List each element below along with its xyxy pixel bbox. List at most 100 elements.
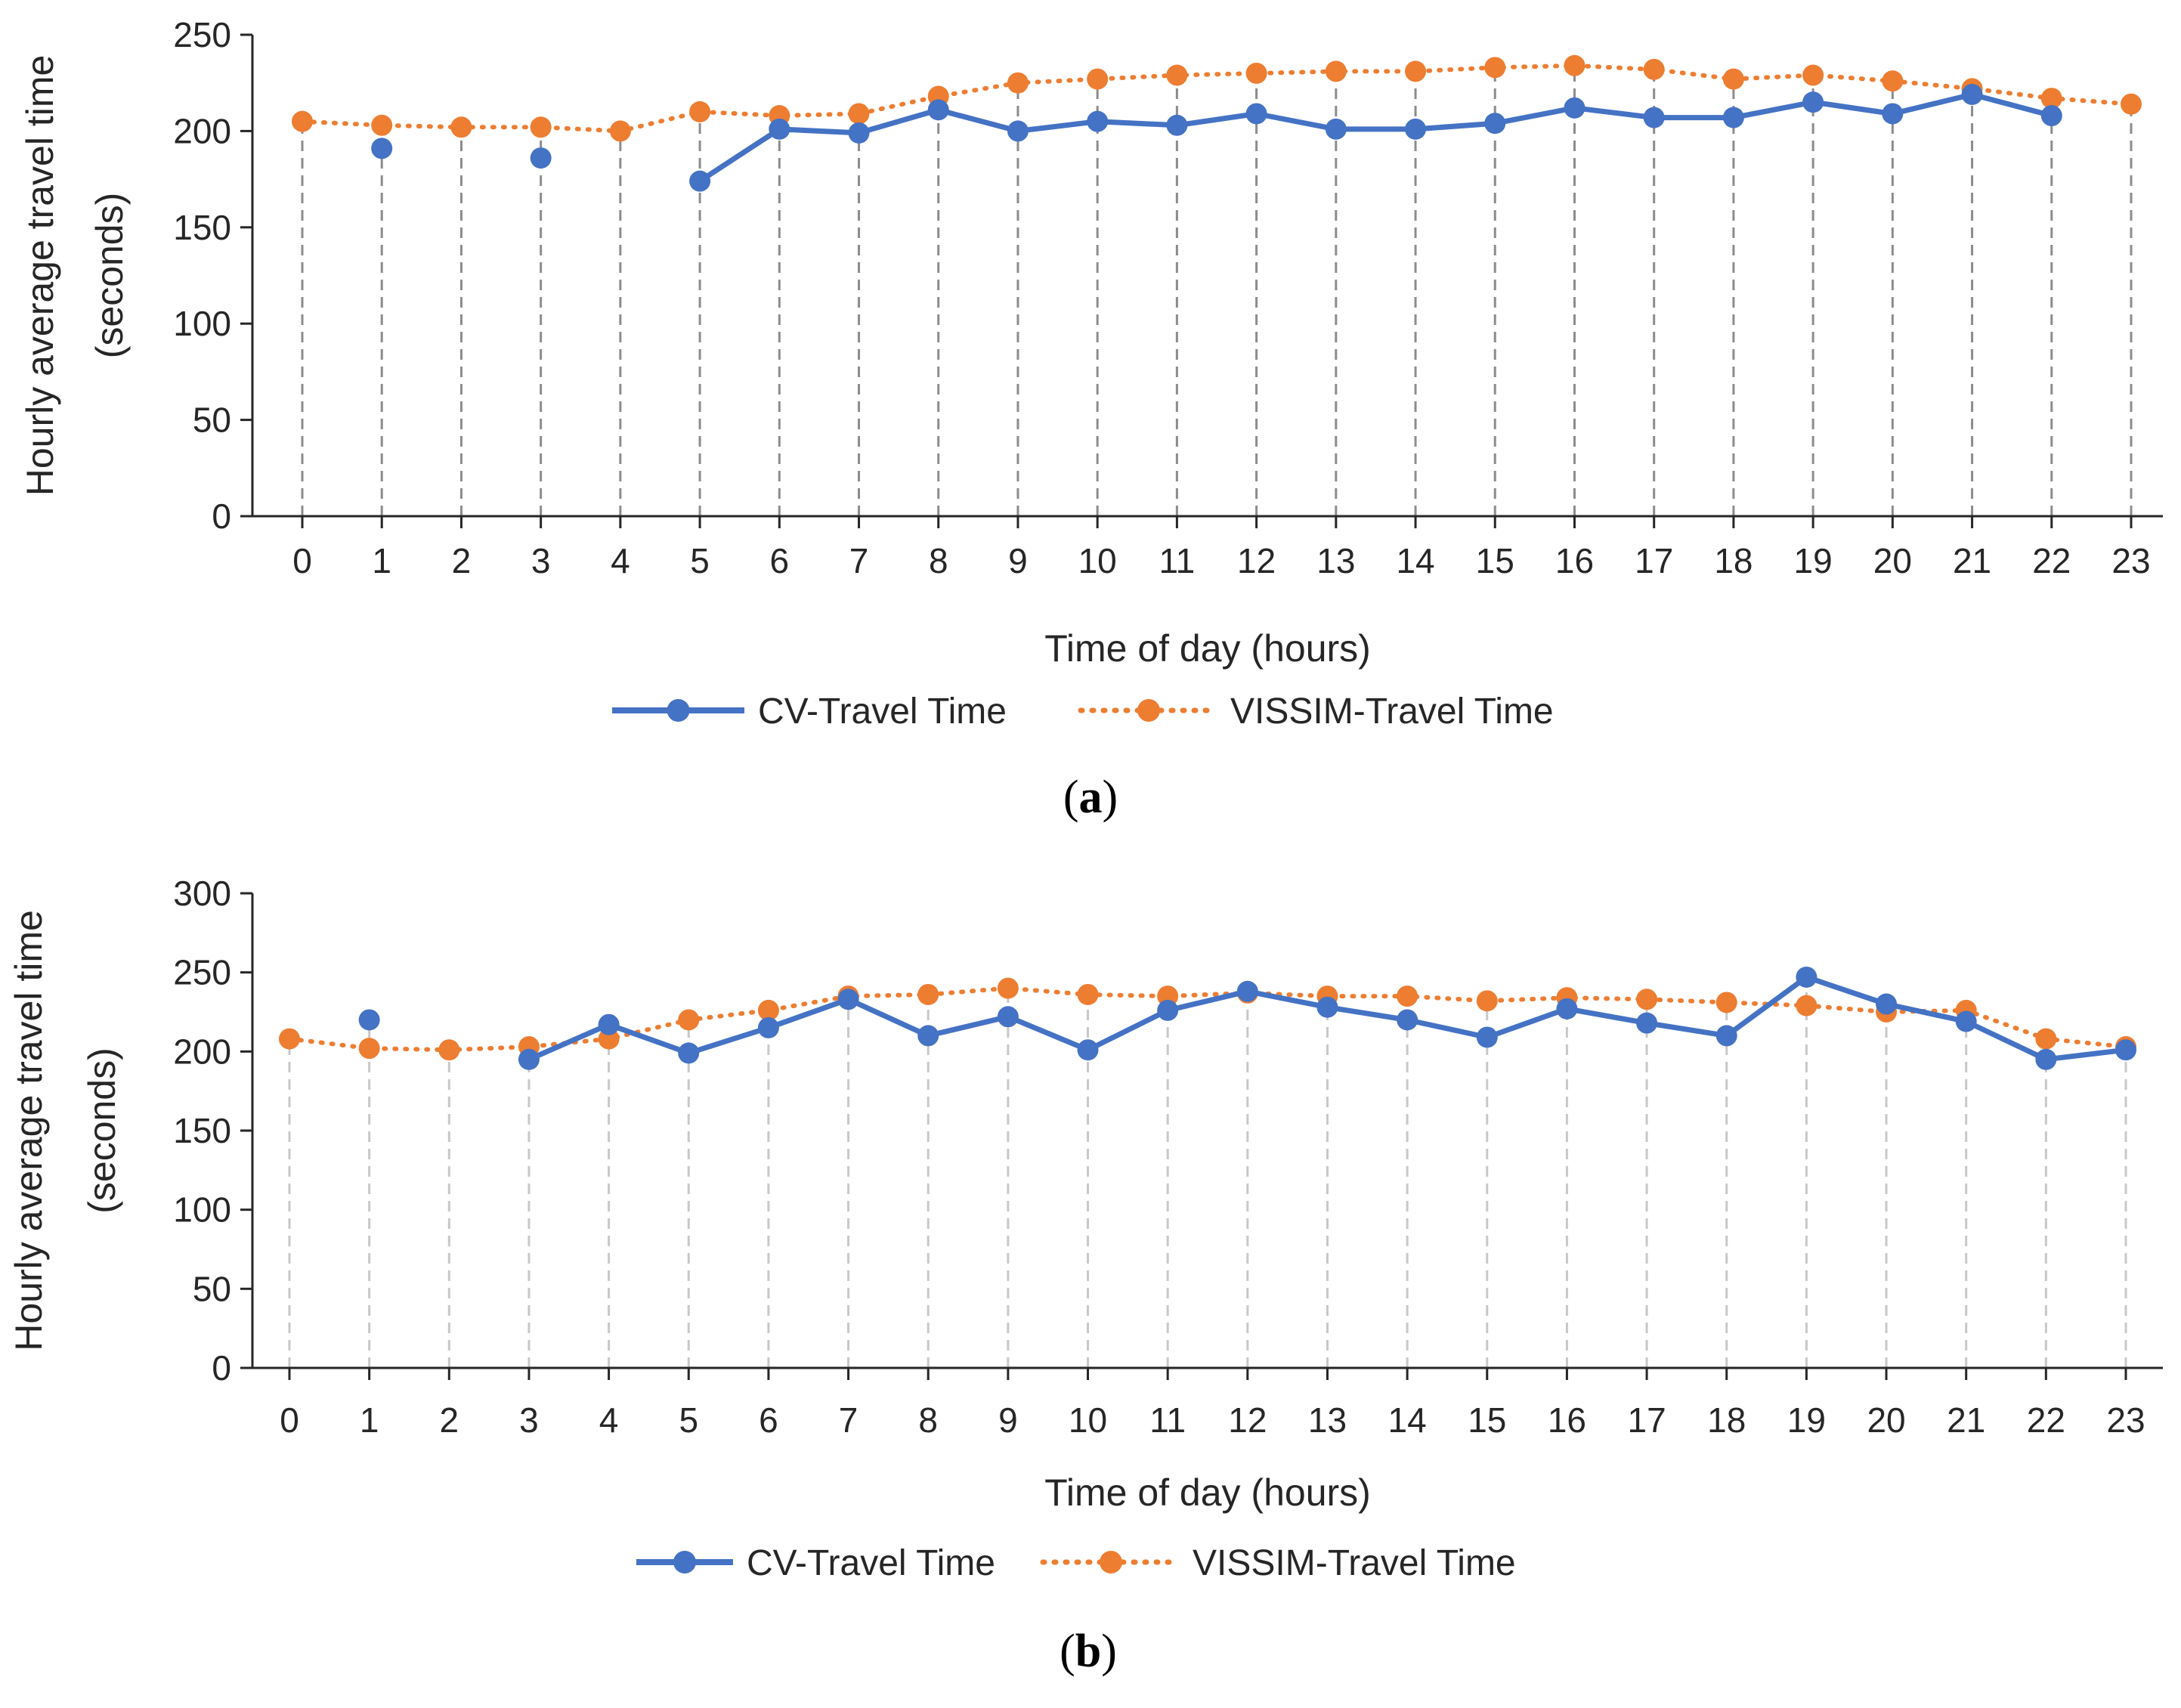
point-cv-travel-time-22 (2040, 105, 2062, 127)
x-tick-label-11: 11 (1149, 1400, 1186, 1440)
x-tick-label-8: 8 (918, 1400, 938, 1440)
y-axis-title-line2: (seconds) (81, 1047, 123, 1214)
point-vissim-travel-time-7 (848, 103, 870, 125)
x-tick-label-9: 9 (1008, 541, 1028, 580)
point-cv-travel-time-17 (1636, 1012, 1658, 1034)
x-tick-label-6: 6 (770, 541, 790, 580)
legend-label-cv-travel-time: CV-Travel Time (747, 1543, 995, 1583)
legend-marker-cv-travel-time (667, 699, 690, 722)
point-vissim-travel-time-0 (292, 110, 313, 132)
y-axis-title-line1: Hourly average travel time (8, 910, 50, 1351)
point-cv-travel-time-10 (1077, 1039, 1099, 1061)
legend-label-vissim-travel-time: VISSIM-Travel Time (1193, 1543, 1516, 1583)
point-cv-travel-time-12 (1236, 980, 1258, 1002)
point-vissim-travel-time-1 (358, 1038, 380, 1060)
point-vissim-travel-time-11 (1166, 64, 1188, 86)
x-tick-label-17: 17 (1628, 1400, 1666, 1440)
point-cv-travel-time-14 (1405, 118, 1427, 140)
point-cv-travel-time-20 (1882, 103, 1904, 125)
point-cv-travel-time-23 (2115, 1039, 2136, 1061)
point-cv-travel-time-5 (678, 1042, 700, 1064)
point-cv-travel-time-15 (1484, 113, 1506, 135)
x-tick-label-5: 5 (679, 1400, 698, 1440)
point-vissim-travel-time-15 (1484, 57, 1506, 79)
point-vissim-travel-time-6 (757, 999, 779, 1021)
series-line-cv-travel-time (698, 91, 2053, 184)
point-vissim-travel-time-10 (1087, 68, 1109, 90)
point-cv-travel-time-14 (1397, 1009, 1418, 1031)
point-cv-travel-time-9 (997, 1006, 1019, 1028)
caption-b: (b) (1060, 1626, 1117, 1677)
y-axis-title-line1: Hourly average travel time (19, 55, 61, 497)
point-cv-travel-time-13 (1316, 996, 1338, 1018)
legend-marker-vissim-travel-time (1137, 699, 1160, 722)
x-tick-label-10: 10 (1069, 1400, 1107, 1440)
point-vissim-travel-time-22 (2035, 1028, 2057, 1050)
x-tick-label-21: 21 (1953, 541, 1991, 580)
point-cv-travel-time-11 (1157, 999, 1179, 1021)
x-tick-label-0: 0 (292, 541, 312, 580)
x-tick-label-10: 10 (1078, 541, 1117, 580)
point-vissim-travel-time-20 (1882, 70, 1904, 92)
point-cv-travel-time-5 (689, 170, 711, 192)
point-vissim-travel-time-12 (1245, 62, 1267, 84)
point-cv-travel-time-21 (1961, 83, 1983, 105)
point-cv-travel-time-16 (1556, 998, 1578, 1020)
caption-a: (a) (1063, 772, 1118, 823)
point-vissim-travel-time-1 (371, 114, 393, 136)
point-vissim-travel-time-10 (1077, 983, 1099, 1005)
point-vissim-travel-time-19 (1802, 64, 1824, 86)
x-tick-label-9: 9 (998, 1400, 1018, 1440)
point-vissim-travel-time-5 (678, 1009, 700, 1031)
y-tick-label-0: 0 (212, 1348, 231, 1388)
point-vissim-travel-time-2 (450, 116, 472, 138)
point-cv-travel-time-3 (518, 1048, 540, 1070)
point-vissim-travel-time-17 (1636, 989, 1658, 1010)
point-vissim-travel-time-15 (1476, 990, 1498, 1012)
point-vissim-travel-time-14 (1405, 60, 1427, 82)
x-tick-label-8: 8 (929, 541, 948, 580)
point-vissim-travel-time-8 (917, 983, 939, 1005)
series-line-vissim-travel-time (287, 986, 2128, 1053)
point-cv-travel-time-12 (1245, 103, 1267, 125)
point-cv-travel-time-8 (927, 99, 949, 121)
point-cv-travel-time-20 (1876, 993, 1898, 1015)
y-tick-label-200: 200 (173, 1032, 231, 1071)
x-axis-title: Time of day (hours) (1044, 1471, 1371, 1514)
chart-panel-b: 0 50 100 150 200 250 300 0 1 2 3 4 5 6 7 8 9 10 11 12 13 14 15… (0, 854, 2181, 1708)
legend-marker-vissim-travel-time (1100, 1551, 1122, 1573)
x-tick-label-16: 16 (1555, 541, 1594, 580)
x-tick-label-1: 1 (372, 541, 391, 580)
x-axis-title: Time of day (hours) (1044, 627, 1371, 670)
y-tick-label-250: 250 (173, 15, 231, 54)
point-cv-travel-time-7 (848, 122, 870, 144)
point-cv-travel-time-22 (2035, 1048, 2057, 1070)
x-tick-label-16: 16 (1548, 1400, 1586, 1440)
x-tick-label-15: 15 (1476, 541, 1514, 580)
x-tick-label-20: 20 (1867, 1400, 1905, 1440)
point-vissim-travel-time-22 (2040, 88, 2062, 110)
point-cv-travel-time-8 (917, 1025, 939, 1047)
point-cv-travel-time-16 (1564, 97, 1585, 119)
x-tick-label-18: 18 (1707, 1400, 1746, 1440)
x-tick-label-17: 17 (1635, 541, 1673, 580)
x-tick-label-4: 4 (611, 541, 630, 580)
point-cv-travel-time-7 (837, 989, 859, 1010)
y-tick-label-100: 100 (173, 1190, 231, 1230)
point-cv-travel-time-11 (1166, 114, 1188, 136)
point-cv-travel-time-18 (1722, 107, 1744, 128)
x-tick-label-3: 3 (531, 541, 551, 580)
point-vissim-travel-time-4 (609, 120, 631, 142)
x-tick-label-5: 5 (690, 541, 710, 580)
x-tick-label-0: 0 (280, 1400, 299, 1440)
legend-label-cv-travel-time: CV-Travel Time (758, 692, 1007, 732)
chart-panel-a: 0 50 100 150 200 250 0 1 2 3 4 5 6 7 8 9 10 11 12 13 14 15 16 1… (19, 15, 2163, 823)
series-line-vissim-travel-time (300, 63, 2133, 134)
point-vissim-travel-time-5 (689, 101, 711, 122)
x-tick-label-23: 23 (2111, 541, 2150, 580)
y-tick-label-200: 200 (173, 111, 231, 150)
x-tick-label-22: 22 (2032, 541, 2071, 580)
y-tick-label-300: 300 (173, 874, 231, 913)
